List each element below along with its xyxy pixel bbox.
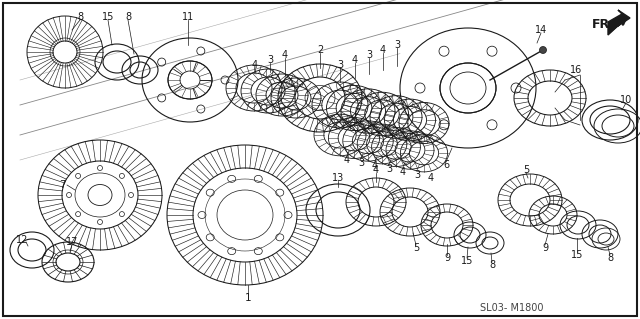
Text: 10: 10	[620, 95, 632, 105]
Text: 5: 5	[523, 165, 529, 175]
Text: 9: 9	[444, 253, 450, 263]
Text: 2: 2	[317, 45, 323, 55]
Text: 4: 4	[282, 50, 288, 60]
Text: 3: 3	[267, 55, 273, 65]
Text: 3: 3	[366, 50, 372, 60]
Text: 3: 3	[386, 164, 392, 174]
Text: 6: 6	[443, 160, 449, 170]
Text: 14: 14	[535, 25, 547, 35]
Text: 8: 8	[125, 12, 131, 22]
Text: 3: 3	[358, 158, 364, 168]
Text: 4: 4	[352, 55, 358, 65]
Circle shape	[540, 47, 547, 54]
Text: SL03- M1800: SL03- M1800	[480, 303, 543, 313]
Text: 8: 8	[489, 260, 495, 270]
Text: 4: 4	[344, 155, 350, 165]
Polygon shape	[608, 10, 630, 35]
Text: 3: 3	[337, 60, 343, 70]
Text: 1: 1	[244, 293, 252, 303]
Text: 15: 15	[461, 256, 473, 266]
Text: 8: 8	[77, 12, 83, 22]
Text: 4: 4	[380, 45, 386, 55]
Text: 12: 12	[16, 235, 28, 245]
Text: 17: 17	[66, 237, 78, 247]
Text: 8: 8	[607, 253, 613, 263]
Text: 9: 9	[542, 243, 548, 253]
Text: 4: 4	[428, 173, 434, 183]
Text: 11: 11	[182, 12, 194, 22]
Text: 4: 4	[373, 165, 379, 175]
Text: 15: 15	[102, 12, 114, 22]
Text: 3: 3	[414, 170, 420, 180]
Text: 3: 3	[394, 40, 400, 50]
Text: 16: 16	[570, 65, 582, 75]
Text: 13: 13	[332, 173, 344, 183]
Text: 15: 15	[571, 250, 583, 260]
Text: 4: 4	[372, 161, 378, 171]
Text: 5: 5	[413, 243, 419, 253]
Text: 4: 4	[252, 60, 258, 70]
Text: 4: 4	[400, 167, 406, 177]
Text: 7: 7	[59, 180, 65, 190]
Text: FR.: FR.	[592, 19, 615, 32]
